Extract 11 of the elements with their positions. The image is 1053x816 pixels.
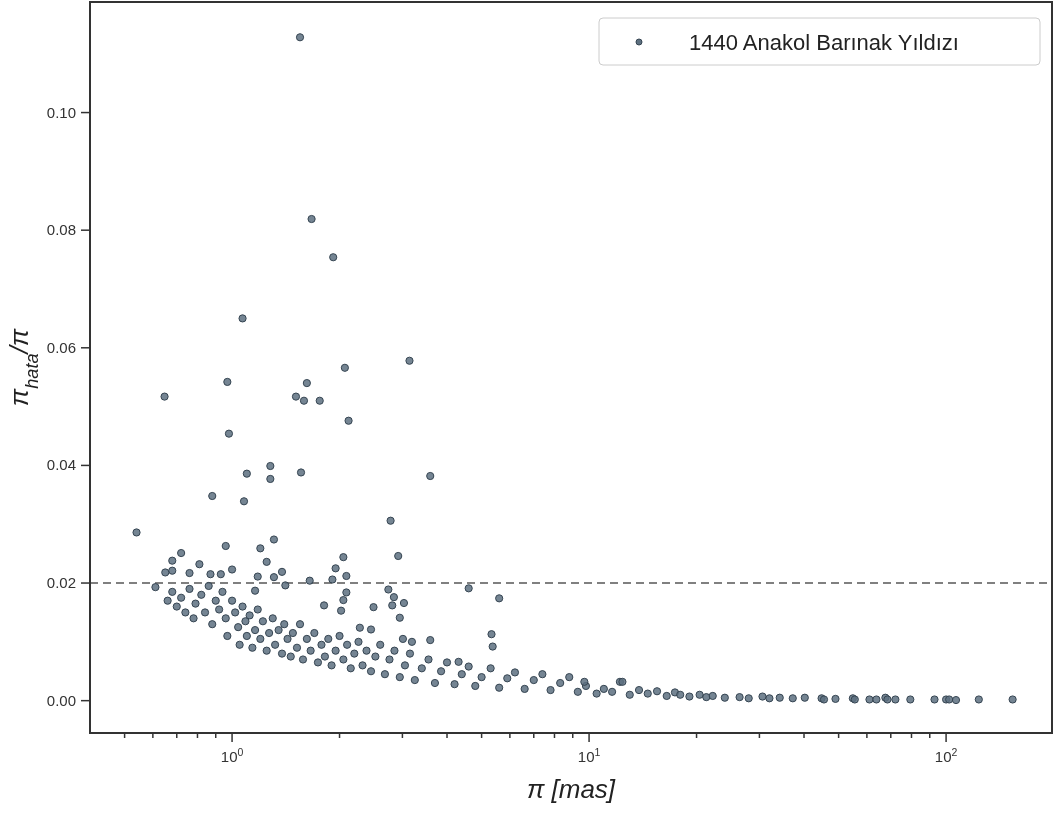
- x-axis-title: π [mas]: [526, 774, 616, 804]
- x-tick-label: 10$^{0}$: [220, 746, 244, 765]
- y-tick-label: 0.04: [46, 456, 76, 474]
- y-tick-label: 0.00: [46, 691, 76, 709]
- x-tick-label: 10$^{1}$: [577, 746, 601, 765]
- legend-label: 1440 Anakol Barınak Yıldızı: [689, 30, 959, 55]
- x-tick-label: 10$^{2}$: [934, 746, 958, 765]
- y-tick-label: 0.08: [46, 221, 76, 239]
- y-tick-label: 0.10: [46, 103, 76, 121]
- y-tick-label: 0.02: [46, 574, 76, 592]
- y-tick-label: 0.06: [46, 338, 76, 356]
